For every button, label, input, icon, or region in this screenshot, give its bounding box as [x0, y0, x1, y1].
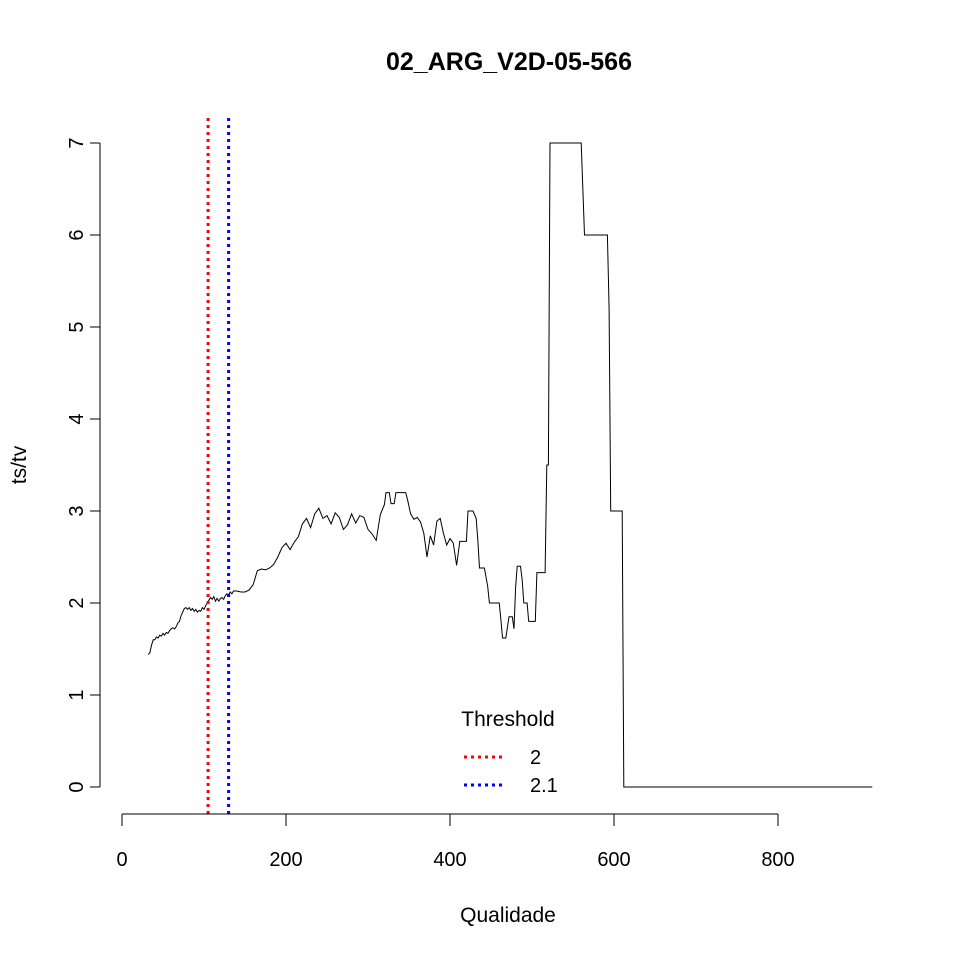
legend-title: Threshold [461, 708, 554, 731]
y-tick-label: 0 [66, 781, 88, 792]
plot-area [147, 118, 873, 814]
x-tick-label: 600 [597, 849, 630, 871]
x-tick-label: 400 [433, 849, 466, 871]
x-axis: 0 200 400 600 800 [116, 813, 795, 871]
x-axis-label: Qualidade [460, 904, 556, 927]
legend-entry-label: 2 [530, 747, 541, 769]
legend-entry-label: 2.1 [530, 775, 558, 797]
y-axis-label: ts/tv [8, 445, 31, 484]
y-tick-label: 4 [66, 413, 88, 424]
chart-title: 02_ARG_V2D-05-566 [386, 48, 632, 76]
y-tick-label: 6 [66, 229, 88, 240]
x-tick-label: 800 [761, 849, 794, 871]
legend: Threshold 2 2.1 [461, 708, 558, 797]
y-tick-label: 2 [66, 597, 88, 608]
x-tick-label: 200 [269, 849, 302, 871]
x-tick-label: 0 [116, 849, 127, 871]
series-line [147, 142, 873, 788]
y-tick-label: 5 [66, 321, 88, 332]
y-tick-label: 7 [66, 137, 88, 148]
y-tick-label: 3 [66, 505, 88, 516]
y-axis: 0 1 2 3 4 5 6 7 [66, 137, 101, 793]
y-tick-label: 1 [66, 689, 88, 700]
